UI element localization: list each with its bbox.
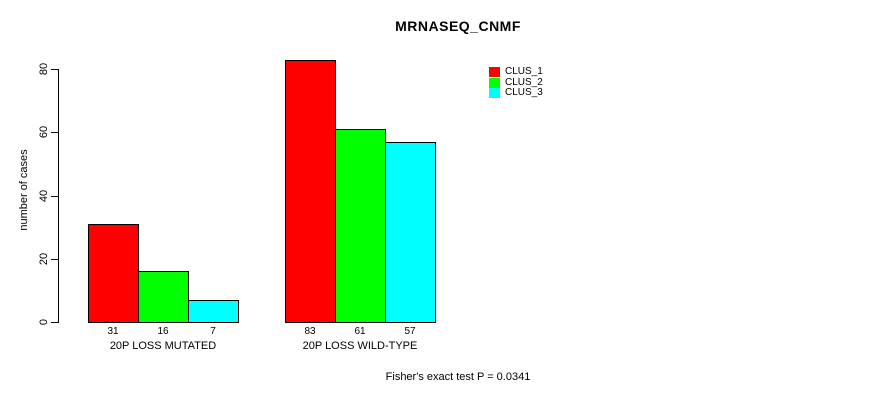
y-axis-tick — [51, 322, 58, 323]
y-axis-tick — [51, 132, 58, 134]
group-label: 20P LOSS MUTATED — [109, 340, 217, 352]
bar-clus_2-1 — [138, 271, 189, 323]
y-axis-tick — [51, 258, 58, 260]
bar-value-label: 16 — [157, 326, 169, 337]
annotation-fishers-test: Fisher's exact test P = 0.0341 — [385, 371, 531, 383]
legend-label: CLUS_2 — [505, 76, 543, 88]
bar-clus_3-1 — [188, 299, 239, 323]
chart-title: MRNASEQ_CNMF — [395, 18, 521, 34]
bar-clus_3-2 — [385, 141, 436, 323]
bar-value-label: 83 — [304, 326, 316, 337]
bar-value-label: 61 — [354, 326, 366, 337]
legend-swatch-clus_2 — [489, 77, 500, 88]
bar-clus_2-2 — [335, 129, 386, 323]
bar-value-label: 57 — [404, 326, 416, 337]
legend-label: CLUS_1 — [505, 66, 543, 77]
bar-value-label: 7 — [210, 326, 216, 337]
legend-swatch-clus_3 — [489, 88, 500, 99]
bar-value-label: 31 — [107, 326, 119, 337]
legend-swatch-clus_1 — [489, 67, 500, 77]
bar-clus_1-1 — [88, 223, 139, 323]
y-tick-label: 40 — [38, 189, 50, 202]
group-label: 20P LOSS WILD-TYPE — [302, 340, 418, 352]
y-tick-label: 0 — [38, 318, 50, 326]
y-tick-label: 60 — [38, 126, 50, 139]
legend-label: CLUS_3 — [505, 87, 543, 99]
y-axis-line — [58, 69, 59, 323]
bar-clus_1-2 — [285, 59, 336, 323]
y-tick-label: 80 — [38, 62, 50, 76]
y-axis-tick — [51, 195, 58, 197]
y-tick-label: 20 — [38, 252, 50, 265]
y-axis-tick — [51, 69, 58, 70]
